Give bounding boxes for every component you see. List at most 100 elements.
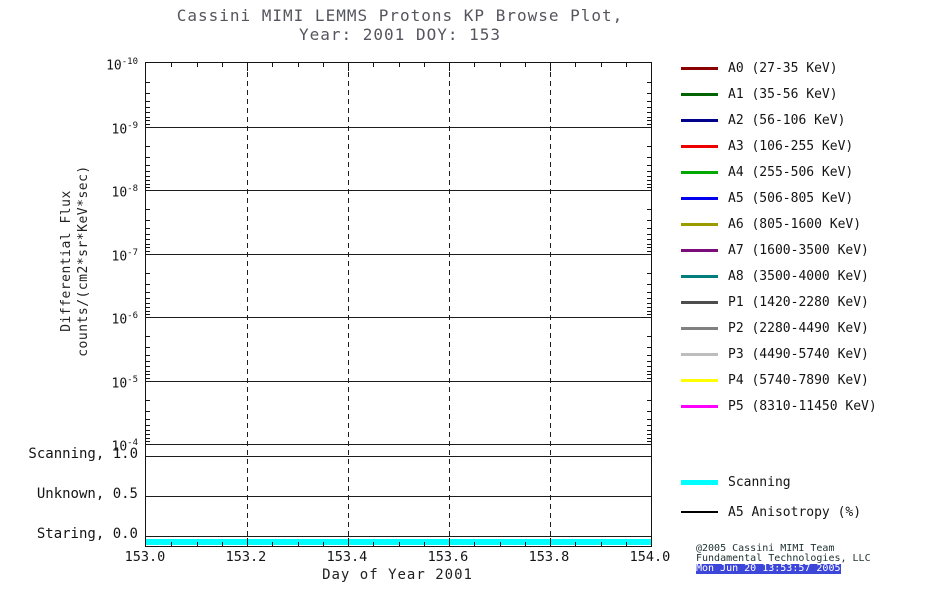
y-minor-tick	[647, 283, 651, 285]
legend-line-swatch	[681, 248, 718, 252]
legend-item-label: A5 (506-805 KeV)	[728, 190, 854, 206]
y-minor-tick	[647, 410, 651, 412]
flux-gridline	[146, 317, 651, 318]
x-minor-tick	[196, 542, 198, 546]
y-minor-tick	[146, 93, 150, 95]
y-minor-tick	[647, 307, 651, 309]
legend-line-swatch	[681, 404, 718, 408]
y-minor-tick	[647, 370, 651, 372]
y-minor-tick	[146, 234, 150, 236]
y-minor-tick	[146, 116, 150, 118]
y-minor-tick	[647, 347, 651, 349]
legend-line-swatch	[681, 170, 718, 174]
legend-item: A3 (106-255 KeV)	[681, 133, 877, 159]
flux-tick-label: 10-10	[106, 57, 138, 74]
x-minor-tick	[423, 63, 425, 67]
legend-item: A2 (56-106 KeV)	[681, 107, 877, 133]
y-minor-tick	[647, 120, 651, 122]
flux-tick-label: 10-9	[111, 120, 139, 137]
legend-channels: A0 (27-35 KeV) A1 (35-56 KeV) A2 (56-106 K…	[681, 55, 877, 419]
x-minor-tick	[322, 542, 324, 546]
legend-item: A6 (805-1600 KeV)	[681, 211, 877, 237]
y-minor-tick	[146, 361, 150, 363]
x-minor-tick	[474, 63, 476, 67]
x-tick-label: 154.0	[629, 549, 671, 565]
legend-line-swatch	[681, 378, 718, 382]
x-minor-tick	[600, 542, 602, 546]
legend-item-label: A7 (1600-3500 KeV)	[728, 242, 869, 258]
y-minor-tick	[146, 374, 150, 376]
y-minor-tick	[146, 377, 150, 379]
x-gridline	[550, 63, 551, 546]
x-minor-tick	[373, 542, 375, 546]
y-minor-tick	[146, 187, 150, 189]
y-minor-tick	[647, 272, 651, 274]
y-minor-tick	[647, 116, 651, 118]
y-minor-tick	[146, 156, 150, 158]
plot-title-line1: Cassini MIMI LEMMS Protons KP Browse Plo…	[176, 6, 624, 25]
legend-item: A1 (35-56 KeV)	[681, 81, 877, 107]
y-minor-tick	[647, 314, 651, 316]
y-minor-tick	[647, 374, 651, 376]
y-minor-tick	[647, 112, 651, 114]
flux-tick-label: 10-5	[111, 374, 139, 391]
x-major-tick	[449, 538, 450, 546]
y-minor-tick	[647, 434, 651, 436]
y-minor-tick	[146, 441, 150, 443]
legend-item-label: Scanning	[728, 474, 791, 490]
mode-gridline	[146, 456, 651, 457]
x-minor-tick	[373, 63, 375, 67]
y-minor-tick	[647, 187, 651, 189]
y-axis-label-line1: Differential Flux	[59, 190, 74, 332]
x-minor-tick	[423, 542, 425, 546]
y-minor-tick	[647, 180, 651, 182]
legend-item-label: P4 (5740-7890 KeV)	[728, 372, 869, 388]
x-major-tick	[550, 63, 551, 71]
y-minor-tick	[146, 283, 150, 285]
y-minor-tick	[146, 243, 150, 245]
y-minor-tick	[647, 247, 651, 249]
legend-item-label: P2 (2280-4490 KeV)	[728, 320, 869, 336]
y-minor-tick	[647, 183, 651, 185]
y-minor-tick	[647, 145, 651, 147]
y-minor-tick	[647, 437, 651, 439]
y-minor-tick	[146, 291, 150, 293]
x-minor-tick	[322, 63, 324, 67]
y-minor-tick	[647, 101, 651, 103]
legend-line-swatch	[681, 222, 718, 226]
y-axis-label-line2: counts/(cm2*sr*KeV*sec)	[76, 165, 91, 357]
y-minor-tick	[146, 310, 150, 312]
legend-item: P5 (8310-11450 KeV)	[681, 393, 877, 419]
x-gridline	[348, 63, 349, 546]
x-major-tick	[550, 538, 551, 546]
x-minor-tick	[221, 63, 223, 67]
y-minor-tick	[647, 123, 651, 125]
x-minor-tick	[575, 542, 577, 546]
mode-tick-label: Scanning, 1.0	[28, 446, 138, 462]
y-minor-tick	[146, 437, 150, 439]
legend-item-label: A8 (3500-4000 KeV)	[728, 268, 869, 284]
flux-gridline	[146, 190, 651, 191]
legend-item: P4 (5740-7890 KeV)	[681, 367, 877, 393]
y-minor-tick	[647, 377, 651, 379]
credit-timestamp: Mon Jun 20 13:53:57 2005	[696, 563, 841, 574]
x-minor-tick	[499, 63, 501, 67]
x-minor-tick	[398, 63, 400, 67]
y-minor-tick	[146, 297, 150, 299]
legend-line-swatch	[681, 479, 718, 485]
legend-item-label: P3 (4490-5740 KeV)	[728, 346, 869, 362]
flux-gridline	[146, 126, 651, 128]
y-minor-tick	[146, 314, 150, 316]
x-minor-tick	[499, 542, 501, 546]
y-minor-tick	[146, 366, 150, 368]
y-minor-tick	[146, 424, 150, 426]
mode-gridline	[146, 496, 651, 497]
mode-tick-label: Staring, 0.0	[36, 526, 138, 542]
y-minor-tick	[647, 93, 651, 95]
y-minor-tick	[647, 250, 651, 252]
x-tick-label: 153.4	[326, 549, 368, 565]
legend-line-swatch	[681, 352, 718, 356]
y-minor-tick	[647, 366, 651, 368]
x-major-tick	[247, 63, 248, 71]
legend-item-label: A0 (27-35 KeV)	[728, 60, 838, 76]
